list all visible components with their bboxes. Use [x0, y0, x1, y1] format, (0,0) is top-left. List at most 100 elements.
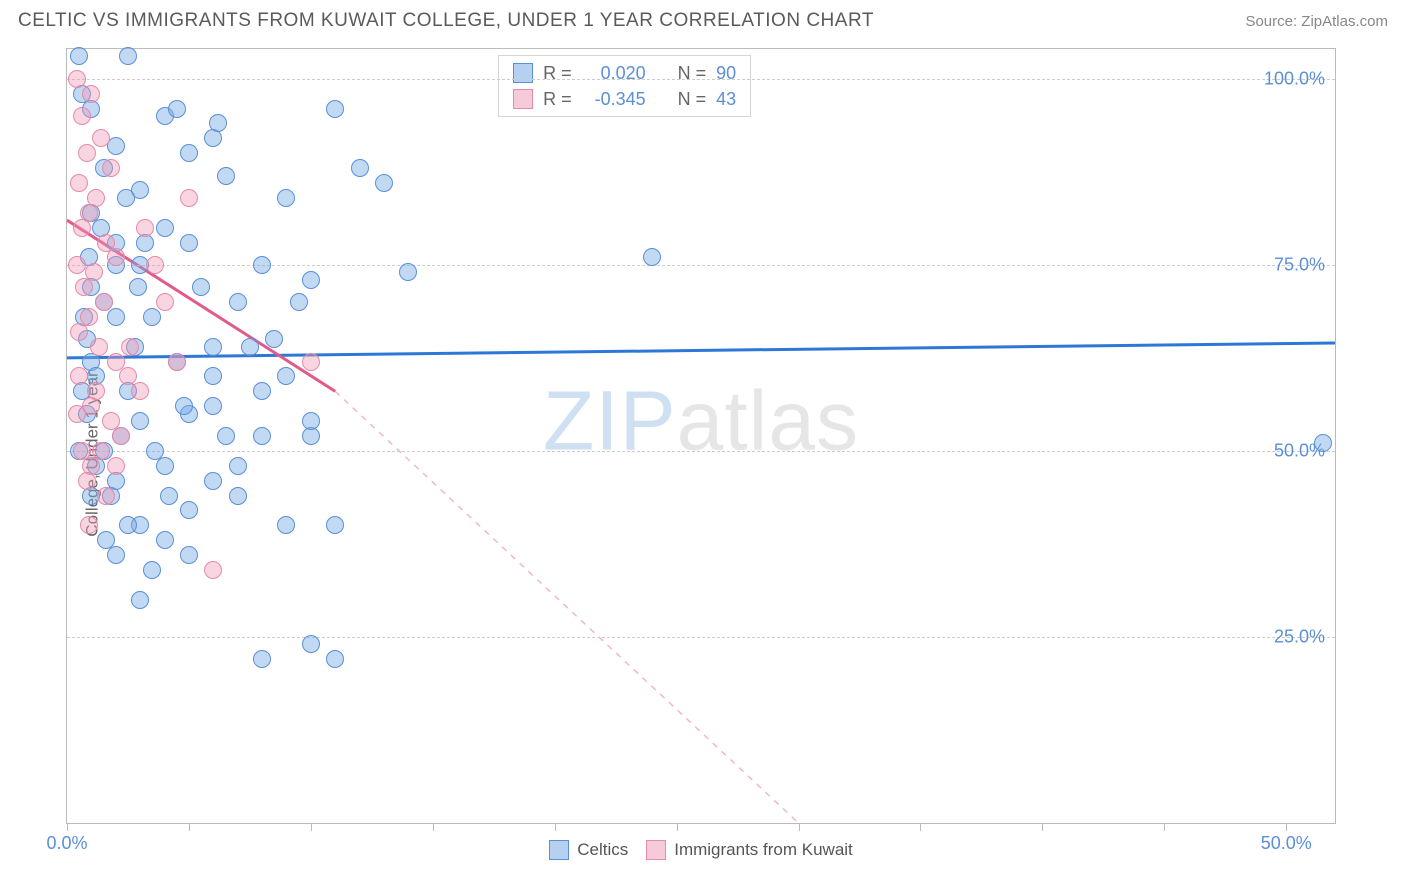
- data-point: [87, 382, 105, 400]
- legend-stats: R = 0.020 N = 90 R = -0.345 N = 43: [498, 55, 751, 117]
- data-point: [68, 70, 86, 88]
- data-point: [119, 367, 137, 385]
- data-point: [168, 100, 186, 118]
- data-point: [180, 189, 198, 207]
- data-point: [180, 144, 198, 162]
- data-point: [204, 561, 222, 579]
- data-point: [129, 278, 147, 296]
- data-point: [107, 248, 125, 266]
- data-point: [351, 159, 369, 177]
- x-tick: [433, 823, 434, 831]
- x-tick: [311, 823, 312, 831]
- data-point: [192, 278, 210, 296]
- x-tick: [67, 823, 68, 831]
- legend-label: Celtics: [577, 840, 628, 860]
- data-point: [204, 338, 222, 356]
- y-tick-label: 25.0%: [1274, 626, 1325, 647]
- legend-categories: Celtics Immigrants from Kuwait: [66, 840, 1336, 860]
- r-value-blue: 0.020: [582, 60, 646, 86]
- page-title: CELTIC VS IMMIGRANTS FROM KUWAIT COLLEGE…: [18, 10, 874, 32]
- data-point: [253, 382, 271, 400]
- data-point: [1314, 434, 1332, 452]
- data-point: [107, 546, 125, 564]
- n-label: N =: [678, 86, 707, 112]
- data-point: [121, 338, 139, 356]
- x-tick: [555, 823, 556, 831]
- data-point: [302, 635, 320, 653]
- data-point: [117, 189, 135, 207]
- data-point: [119, 47, 137, 65]
- data-point: [180, 234, 198, 252]
- data-point: [326, 100, 344, 118]
- gridline: [67, 637, 1335, 638]
- data-point: [175, 397, 193, 415]
- data-point: [70, 367, 88, 385]
- legend-item-celtics: Celtics: [549, 840, 628, 860]
- data-point: [107, 308, 125, 326]
- data-point: [143, 308, 161, 326]
- data-point: [277, 189, 295, 207]
- x-tick: [799, 823, 800, 831]
- data-point: [156, 293, 174, 311]
- data-point: [204, 397, 222, 415]
- data-point: [229, 487, 247, 505]
- scatter-plot: ZIPatlas R = 0.020 N = 90 R = -0.345 N =…: [66, 48, 1336, 824]
- data-point: [375, 174, 393, 192]
- data-point: [643, 248, 661, 266]
- data-point: [78, 144, 96, 162]
- data-point: [80, 516, 98, 534]
- data-point: [136, 219, 154, 237]
- data-point: [97, 487, 115, 505]
- swatch-pink-icon: [646, 840, 666, 860]
- data-point: [70, 47, 88, 65]
- data-point: [90, 338, 108, 356]
- data-point: [277, 516, 295, 534]
- data-point: [146, 442, 164, 460]
- data-point: [302, 353, 320, 371]
- data-point: [146, 256, 164, 274]
- chart-container: College, Under 1 year ZIPatlas R = 0.020…: [18, 48, 1388, 860]
- data-point: [217, 167, 235, 185]
- data-point: [180, 546, 198, 564]
- data-point: [70, 323, 88, 341]
- data-point: [168, 353, 186, 371]
- data-point: [75, 278, 93, 296]
- y-tick-label: 75.0%: [1274, 254, 1325, 275]
- data-point: [143, 561, 161, 579]
- data-point: [107, 353, 125, 371]
- data-point: [131, 412, 149, 430]
- legend-stats-row-blue: R = 0.020 N = 90: [513, 60, 736, 86]
- data-point: [131, 382, 149, 400]
- data-point: [265, 330, 283, 348]
- n-value-pink: 43: [716, 86, 736, 112]
- x-tick: [1042, 823, 1043, 831]
- x-tick: [1286, 823, 1287, 831]
- data-point: [326, 516, 344, 534]
- gridline: [67, 79, 1335, 80]
- trend-line: [335, 391, 798, 823]
- x-tick: [920, 823, 921, 831]
- swatch-blue-icon: [549, 840, 569, 860]
- data-point: [78, 472, 96, 490]
- data-point: [253, 427, 271, 445]
- data-point: [92, 129, 110, 147]
- data-point: [95, 293, 113, 311]
- data-point: [180, 501, 198, 519]
- gridline: [67, 451, 1335, 452]
- legend-item-kuwait: Immigrants from Kuwait: [646, 840, 853, 860]
- data-point: [302, 271, 320, 289]
- data-point: [70, 174, 88, 192]
- data-point: [229, 293, 247, 311]
- data-point: [277, 367, 295, 385]
- data-point: [119, 516, 137, 534]
- data-point: [229, 457, 247, 475]
- data-point: [112, 427, 130, 445]
- r-value-pink: -0.345: [582, 86, 646, 112]
- data-point: [290, 293, 308, 311]
- x-tick: [189, 823, 190, 831]
- y-tick-label: 100.0%: [1264, 68, 1325, 89]
- r-label: R =: [543, 86, 572, 112]
- swatch-pink-icon: [513, 89, 533, 109]
- data-point: [82, 85, 100, 103]
- data-point: [131, 591, 149, 609]
